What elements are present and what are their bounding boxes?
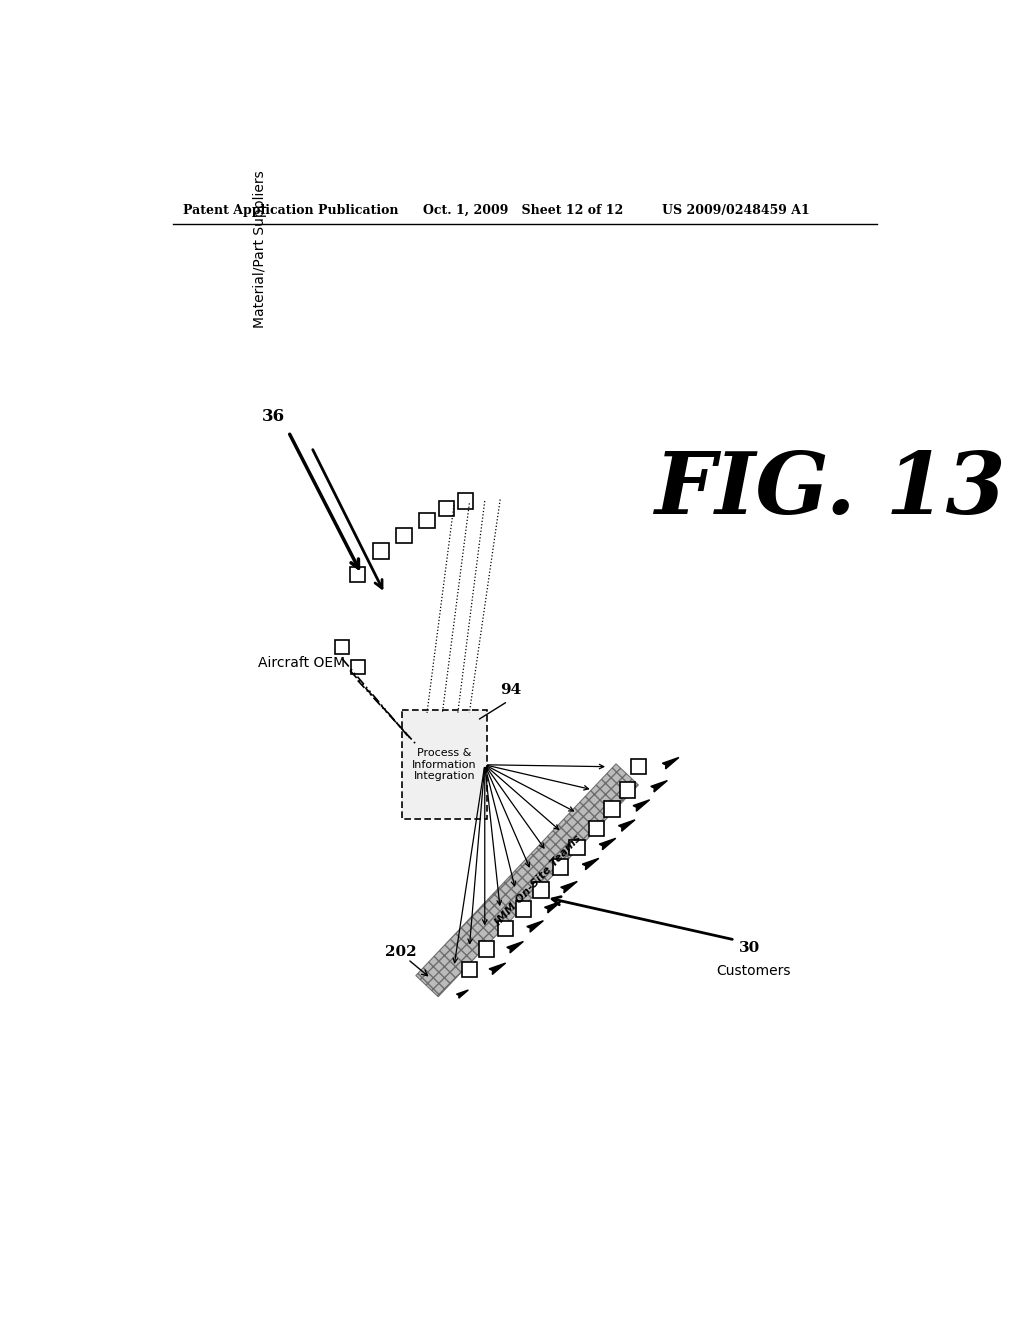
Polygon shape: [507, 941, 523, 953]
Bar: [620, 781, 635, 797]
Text: Material/Part Suppliers: Material/Part Suppliers: [253, 170, 267, 327]
Bar: [438, 502, 454, 516]
Text: Oct. 1, 2009   Sheet 12 of 12: Oct. 1, 2009 Sheet 12 of 12: [423, 205, 624, 218]
Polygon shape: [583, 858, 599, 870]
Bar: [478, 941, 494, 957]
Polygon shape: [663, 758, 679, 768]
Bar: [553, 859, 568, 874]
Text: 94: 94: [500, 682, 521, 697]
FancyBboxPatch shape: [401, 710, 487, 818]
Bar: [419, 512, 435, 528]
Polygon shape: [618, 820, 635, 832]
Text: 36: 36: [261, 408, 285, 425]
Bar: [396, 528, 412, 544]
Polygon shape: [561, 882, 578, 892]
Text: Process &
Information
Integration: Process & Information Integration: [412, 748, 476, 781]
Bar: [604, 801, 620, 817]
Text: IMM On-Site Teams: IMM On-Site Teams: [494, 833, 584, 928]
Polygon shape: [633, 800, 649, 812]
Bar: [631, 759, 646, 775]
Bar: [515, 902, 531, 917]
Polygon shape: [545, 902, 561, 913]
Polygon shape: [651, 780, 668, 792]
Bar: [458, 494, 473, 508]
Bar: [534, 882, 549, 898]
Bar: [498, 921, 513, 936]
Bar: [351, 660, 365, 673]
Bar: [462, 961, 477, 977]
Text: 30: 30: [739, 941, 760, 954]
Polygon shape: [526, 921, 544, 932]
Text: 202: 202: [385, 945, 417, 958]
Text: Aircraft OEM: Aircraft OEM: [258, 656, 345, 669]
Bar: [373, 544, 388, 558]
Bar: [350, 566, 366, 582]
Polygon shape: [457, 990, 468, 998]
Bar: [569, 840, 585, 855]
Bar: [589, 821, 604, 836]
Text: Customers: Customers: [716, 964, 791, 978]
Text: Patent Application Publication: Patent Application Publication: [183, 205, 398, 218]
Polygon shape: [599, 838, 615, 850]
Polygon shape: [489, 964, 506, 974]
Text: FIG. 13: FIG. 13: [654, 447, 1006, 531]
Bar: [336, 640, 349, 655]
Text: US 2009/0248459 A1: US 2009/0248459 A1: [662, 205, 810, 218]
Polygon shape: [416, 764, 638, 997]
